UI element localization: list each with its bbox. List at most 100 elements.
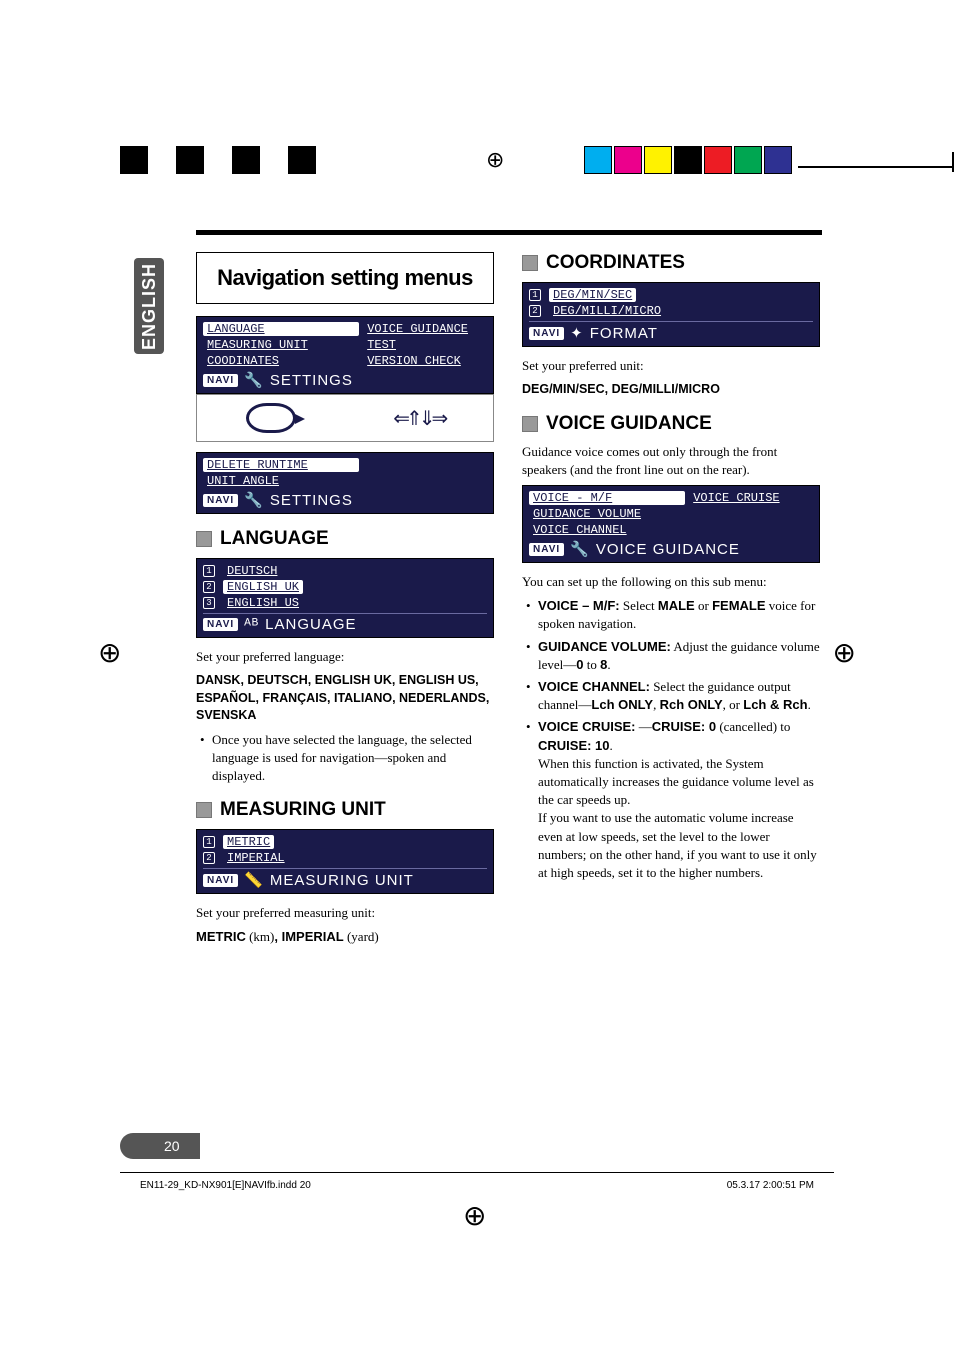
colorbar-swatch [584, 146, 612, 174]
coordinates-screen: 1DEG/MIN/SEC2DEG/MILLI/MICRONAVI ✦ FORMA… [522, 282, 820, 347]
lcd-item: DELETE RUNTIME [203, 458, 359, 472]
lcd-item: UNIT ANGLE [203, 474, 359, 488]
section-heading-language: LANGUAGE [196, 528, 494, 550]
lcd-item: METRIC [223, 835, 274, 849]
voice-bullet-cruise: VOICE CRUISE: —CRUISE: 0 (cancelled) to … [526, 718, 820, 882]
lcd-item: ENGLISH UK [223, 580, 303, 594]
lcd-index-badge: 1 [529, 289, 541, 301]
settings-screen-2: DELETE RUNTIME UNIT ANGLE NAVI 🔧 SETTINGS [196, 452, 494, 514]
lcd-row: LANGUAGE VOICE GUIDANCE [203, 321, 487, 337]
page-title: Navigation setting menus [203, 265, 487, 291]
lcd-item: DEG/MILLI/MICRO [549, 304, 665, 318]
lcd-row: DELETE RUNTIME [203, 457, 487, 473]
lcd-row: VOICE CHANNEL [529, 522, 813, 538]
lcd-footer: NAVI 🔧 VOICE GUIDANCE [529, 540, 813, 558]
lcd-footer: NAVI 🔧 SETTINGS [203, 491, 487, 509]
lcd-footer: NAVI 📏 MEASURING UNIT [203, 871, 487, 889]
lcd-row: GUIDANCE VOLUME [529, 506, 813, 522]
language-tab: ENGLISH [134, 258, 164, 354]
crop-rule [798, 166, 952, 168]
lcd-item: LANGUAGE [203, 322, 359, 336]
breadcrumb-icon: 📏 [244, 871, 264, 889]
voice-bullet: VOICE CHANNEL: Select the guidance outpu… [526, 678, 820, 714]
dial-icon [246, 403, 296, 433]
measuring-screen: 1 METRIC2IMPERIAL NAVI 📏 MEASURING UNIT [196, 829, 494, 894]
crop-color-bar: ⊕ [0, 142, 954, 178]
lcd-item: COODINATES [203, 354, 359, 368]
title-box: Navigation setting menus [196, 252, 494, 304]
navi-chip: NAVI [203, 494, 238, 507]
lcd-item: VOICE GUIDANCE [363, 322, 487, 336]
lcd-item: MEASURING UNIT [203, 338, 359, 352]
lcd-row: COODINATES VERSION CHECK [203, 353, 487, 369]
measuring-options: METRIC (km), IMPERIAL (yard) [196, 928, 494, 946]
section-heading-coordinates: COORDINATES [522, 252, 820, 274]
lcd-row: 1DEG/MIN/SEC [529, 287, 813, 303]
breadcrumb-icon: 🔧 [570, 540, 590, 558]
colorbar-swatch [644, 146, 672, 174]
navi-chip: NAVI [203, 618, 238, 631]
navi-chip: NAVI [529, 327, 564, 340]
header-rule [196, 230, 822, 235]
breadcrumb-icon: ᴬᴮ [244, 616, 259, 633]
lcd-item: IMPERIAL [223, 851, 289, 865]
settings-screen-1: LANGUAGEVOICE GUIDANCEMEASURING UNITTEST… [196, 316, 494, 394]
lcd-item: VOICE - M/F [529, 491, 685, 505]
page-number: 20 [120, 1133, 200, 1159]
coordinates-intro: Set your preferred unit: [522, 357, 820, 375]
colorbar-swatch [614, 146, 642, 174]
crop-file: EN11-29_KD-NX901[E]NAVIfb.indd 20 [140, 1180, 311, 1191]
lcd-item: ENGLISH US [223, 596, 303, 610]
coordinates-options: DEG/MIN/SEC, DEG/MILLI/MICRO [522, 381, 820, 399]
lcd-row: 3 ENGLISH US [203, 595, 487, 611]
voice-sub-intro: You can set up the following on this sub… [522, 573, 820, 591]
control-hint: ⇐⇑⇓⇒ [196, 394, 494, 442]
lcd-item: VOICE CRUISE [689, 491, 813, 505]
navi-chip: NAVI [203, 374, 238, 387]
breadcrumb-icon: 🔧 [244, 491, 264, 509]
lcd-index-badge: 3 [203, 597, 215, 609]
lcd-item: VOICE CHANNEL [529, 523, 685, 537]
colorbar-swatch [232, 146, 260, 174]
measuring-intro: Set your preferred measuring unit: [196, 904, 494, 922]
colorbar-swatch [704, 146, 732, 174]
colorbar-swatch [120, 146, 148, 174]
section-heading-voice: VOICE GUIDANCE [522, 413, 820, 435]
lcd-footer: NAVI 🔧 SETTINGS [203, 371, 487, 389]
language-intro: Set your preferred language: [196, 648, 494, 666]
registration-icon: ⊕ [833, 640, 856, 668]
lcd-index-badge: 2 [203, 581, 215, 593]
voice-intro: Guidance voice comes out only through th… [522, 443, 820, 479]
navi-chip: NAVI [203, 874, 238, 887]
lcd-footer: NAVI ✦ FORMAT [529, 324, 813, 342]
colorbar-swatch [204, 146, 232, 174]
section-heading-measuring: MEASURING UNIT [196, 799, 494, 821]
breadcrumb-icon: 🔧 [244, 371, 264, 389]
lcd-item: DEUTSCH [223, 564, 281, 578]
lcd-footer: NAVI ᴬᴮ LANGUAGE [203, 616, 487, 633]
voice-screen: VOICE - M/FVOICE CRUISEGUIDANCE VOLUMEVO… [522, 485, 820, 563]
registration-icon: ⊕ [98, 640, 121, 668]
lcd-row: 2IMPERIAL [203, 850, 487, 866]
lcd-row: 1 METRIC [203, 834, 487, 850]
lcd-item: GUIDANCE VOLUME [529, 507, 685, 521]
breadcrumb-icon: ✦ [570, 324, 584, 342]
voice-bullet-list: VOICE – M/F: Select MALE or FEMALE voice… [526, 597, 820, 882]
lcd-row: VOICE - M/F VOICE CRUISE [529, 490, 813, 506]
voice-bullet: GUIDANCE VOLUME: Adjust the guidance vol… [526, 638, 820, 674]
colorbar-swatch [674, 146, 702, 174]
lcd-item: VERSION CHECK [363, 354, 487, 368]
lcd-row: 2 ENGLISH UK [203, 579, 487, 595]
colorbar-swatch [260, 146, 288, 174]
navi-chip: NAVI [529, 543, 564, 556]
crop-meta: EN11-29_KD-NX901[E]NAVIfb.indd 20 05.3.1… [140, 1180, 814, 1191]
colorbar-swatch [148, 146, 176, 174]
arrows-icon: ⇐⇑⇓⇒ [393, 406, 444, 431]
language-screen: 1DEUTSCH2ENGLISH UK3ENGLISH USNAVI ᴬᴮ LA… [196, 558, 494, 638]
page-content: Navigation setting menus LANGUAGE VOICE G… [196, 252, 820, 953]
lcd-index-badge: 1 [203, 836, 215, 848]
right-column: COORDINATES 1DEG/MIN/SEC2DEG/MILLI/MICRO… [522, 252, 820, 953]
crop-rule [120, 1172, 834, 1173]
crop-stamp: 05.3.17 2:00:51 PM [727, 1180, 814, 1191]
registration-icon: ⊕ [486, 147, 504, 173]
